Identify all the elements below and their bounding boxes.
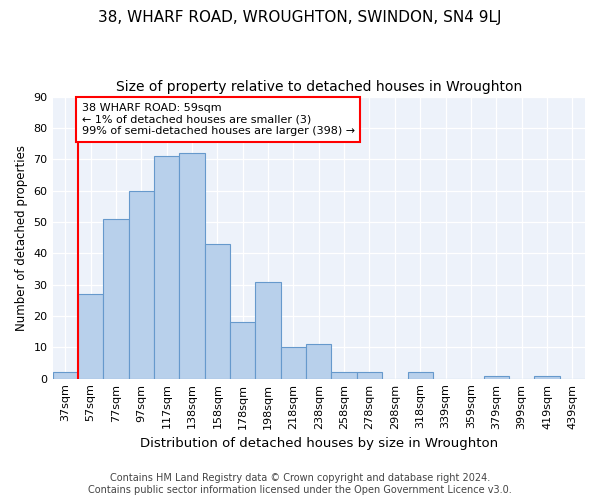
X-axis label: Distribution of detached houses by size in Wroughton: Distribution of detached houses by size … [140,437,498,450]
Bar [128,190,154,378]
Bar [331,372,357,378]
Bar [357,372,382,378]
Bar [103,219,128,378]
Bar [179,153,205,378]
Text: 38, WHARF ROAD, WROUGHTON, SWINDON, SN4 9LJ: 38, WHARF ROAD, WROUGHTON, SWINDON, SN4 … [98,10,502,25]
Bar [230,322,256,378]
Bar [154,156,179,378]
Y-axis label: Number of detached properties: Number of detached properties [15,144,28,330]
Text: 38 WHARF ROAD: 59sqm
← 1% of detached houses are smaller (3)
99% of semi-detache: 38 WHARF ROAD: 59sqm ← 1% of detached ho… [82,103,355,136]
Bar [53,372,78,378]
Bar [256,282,281,378]
Bar [205,244,230,378]
Title: Size of property relative to detached houses in Wroughton: Size of property relative to detached ho… [116,80,522,94]
Text: Contains HM Land Registry data © Crown copyright and database right 2024.
Contai: Contains HM Land Registry data © Crown c… [88,474,512,495]
Bar [306,344,331,378]
Bar [78,294,103,378]
Bar [534,376,560,378]
Bar [484,376,509,378]
Bar [407,372,433,378]
Bar [281,348,306,378]
